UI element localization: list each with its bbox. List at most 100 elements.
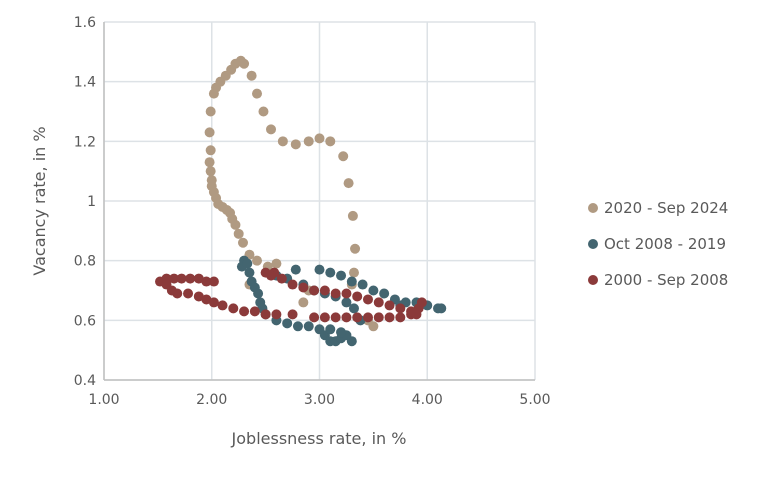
data-point <box>346 336 357 347</box>
data-point <box>373 312 384 323</box>
data-point <box>416 297 427 308</box>
data-point <box>379 288 390 299</box>
data-point <box>298 297 309 308</box>
data-point <box>260 309 271 320</box>
data-point <box>338 151 349 162</box>
data-point <box>266 124 277 135</box>
data-point <box>362 294 373 305</box>
data-point <box>352 312 363 323</box>
data-point <box>343 178 354 189</box>
x-tick-label: 2.00 <box>196 392 227 408</box>
y-tick-label: 1 <box>87 194 96 210</box>
data-point <box>205 106 216 117</box>
data-point <box>330 312 341 323</box>
data-point <box>314 133 325 144</box>
data-point <box>341 312 352 323</box>
legend-label: Oct 2008 - 2019 <box>604 235 726 253</box>
y-axis-label: Vacancy rate, in % <box>30 126 49 275</box>
data-point <box>176 273 187 284</box>
data-point <box>258 106 269 117</box>
data-point <box>244 267 255 278</box>
data-point <box>325 136 336 147</box>
x-tick-label: 5.00 <box>519 392 550 408</box>
data-point <box>271 309 282 320</box>
data-point <box>252 88 263 99</box>
data-point <box>348 303 359 314</box>
data-point <box>319 312 330 323</box>
data-point <box>266 270 277 281</box>
legend-item: Oct 2008 - 2019 <box>588 226 728 262</box>
data-point <box>352 291 363 302</box>
data-point <box>233 228 244 239</box>
data-point <box>395 303 406 314</box>
data-point <box>271 258 282 269</box>
data-point <box>384 312 395 323</box>
data-point <box>348 267 359 278</box>
data-point <box>384 300 395 311</box>
data-point <box>201 294 212 305</box>
data-point <box>368 285 379 296</box>
y-tick-label: 1.2 <box>74 134 96 150</box>
data-point <box>277 136 288 147</box>
data-point <box>309 312 320 323</box>
data-point <box>282 318 293 329</box>
legend-label: 2020 - Sep 2024 <box>604 199 729 217</box>
legend-marker <box>588 275 598 285</box>
data-point <box>341 297 352 308</box>
legend-item: 2020 - Sep 2024 <box>588 190 728 226</box>
y-tick-label: 1.6 <box>74 15 96 31</box>
legend: 2020 - Sep 2024 Oct 2008 - 2019 2000 - S… <box>588 190 728 298</box>
data-point <box>309 285 320 296</box>
data-point <box>204 127 215 138</box>
data-point <box>290 264 301 275</box>
data-point <box>228 303 239 314</box>
data-point <box>169 273 180 284</box>
data-point <box>208 297 219 308</box>
data-point <box>208 88 219 99</box>
x-tick-label: 4.00 <box>412 392 443 408</box>
data-point <box>249 306 260 317</box>
data-point <box>303 136 314 147</box>
data-point <box>204 157 215 168</box>
data-point <box>183 288 194 299</box>
data-point <box>230 219 241 230</box>
data-point <box>303 321 314 332</box>
data-point <box>336 270 347 281</box>
data-point <box>205 166 216 177</box>
y-tick-label: 1.4 <box>74 75 96 91</box>
data-point <box>193 273 204 284</box>
data-point <box>185 273 196 284</box>
y-tick-label: 0.6 <box>74 313 96 329</box>
data-point <box>253 288 264 299</box>
data-point <box>395 312 406 323</box>
data-point <box>298 282 309 293</box>
data-point <box>362 312 373 323</box>
y-tick-label: 0.8 <box>74 254 96 270</box>
x-axis-label: Joblessness rate, in % <box>231 429 407 448</box>
data-point <box>290 139 301 150</box>
data-point <box>350 243 361 254</box>
data-point <box>208 276 219 287</box>
data-point <box>436 303 447 314</box>
data-point <box>217 300 228 311</box>
data-point <box>325 267 336 278</box>
data-point <box>336 327 347 338</box>
data-point <box>406 306 417 317</box>
data-point <box>314 264 325 275</box>
x-tick-label: 1.00 <box>88 392 119 408</box>
data-point <box>237 237 248 248</box>
data-point <box>242 258 253 269</box>
data-point <box>346 276 357 287</box>
data-point <box>172 288 183 299</box>
data-point <box>292 321 303 332</box>
data-point <box>193 291 204 302</box>
data-point <box>319 285 330 296</box>
legend-label: 2000 - Sep 2008 <box>604 271 729 289</box>
legend-item: 2000 - Sep 2008 <box>588 262 728 298</box>
data-point <box>246 70 257 81</box>
data-point <box>239 306 250 317</box>
data-point <box>357 279 368 290</box>
data-point <box>287 309 298 320</box>
legend-marker <box>588 203 598 213</box>
